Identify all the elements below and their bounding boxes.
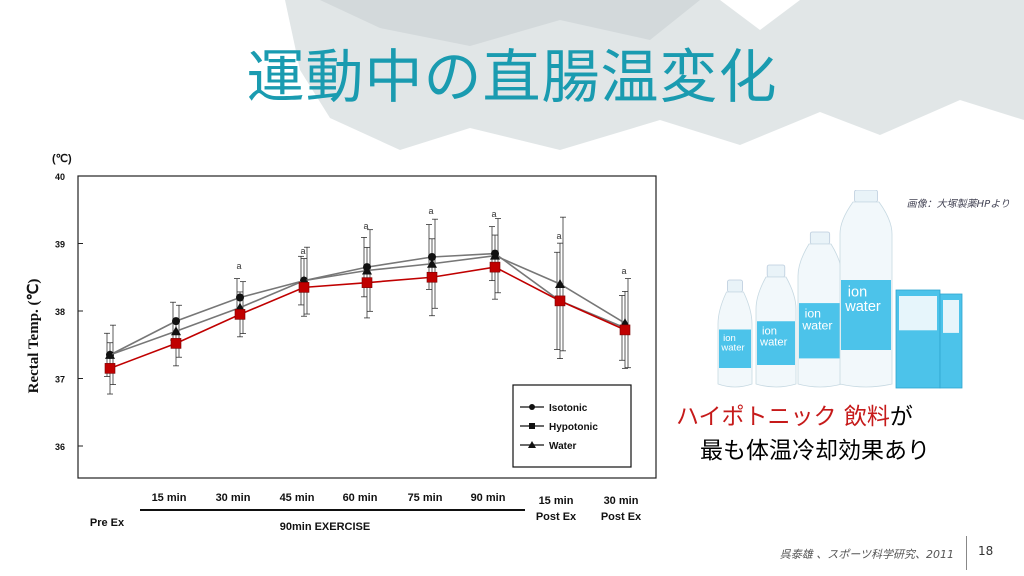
- x-tick-label: 30 min: [604, 495, 639, 507]
- point-water: [362, 265, 372, 275]
- image-credit: 画像：大塚製薬HPより: [906, 199, 1010, 210]
- rectal-temp-chart: (℃) 40 39 38 37 36 Rectal Temp. (℃) Pre Ex 15 mi…: [26, 153, 657, 533]
- point-water: [171, 326, 181, 336]
- y-tick-label: 40: [55, 172, 65, 182]
- x-tick-label: 45 min: [280, 492, 315, 504]
- point-hypotonic: [619, 324, 631, 336]
- x-tick-label: 75 min: [408, 492, 443, 504]
- plot-frame: [77, 175, 657, 479]
- significance-label: a: [300, 246, 305, 256]
- x-tick-label: 15 min: [539, 495, 574, 507]
- point-isotonic: [172, 317, 180, 326]
- significance-label: a: [236, 261, 241, 271]
- bottle-text: water: [844, 299, 881, 315]
- x-group-label: 90min EXERCISE: [280, 521, 370, 533]
- chart-legend: Isotonic Hypotonic Water: [512, 384, 632, 468]
- point-hypotonic: [489, 261, 501, 273]
- product-photo: ion water ion water ion water ion water: [700, 189, 970, 390]
- y-tick-label: 37: [55, 375, 65, 385]
- bottle-label: [757, 321, 795, 365]
- point-hypotonic: [426, 271, 438, 283]
- pack-window: [943, 300, 959, 333]
- significance-label: a: [428, 206, 433, 216]
- bottle-label: [719, 329, 751, 368]
- caption-suffix: が: [889, 404, 913, 430]
- y-tick-label: 39: [55, 240, 65, 250]
- point-hypotonic: [104, 363, 116, 374]
- bottle-text: ion: [762, 325, 777, 337]
- point-hypotonic: [298, 282, 310, 293]
- x-tick-label: Pre Ex: [90, 517, 125, 529]
- y-tick-label: 38: [55, 307, 65, 317]
- bottle-text: ion: [723, 333, 736, 344]
- bottle-cap: [809, 231, 831, 245]
- bottle-text: ion: [805, 306, 822, 320]
- bottle-cap: [766, 264, 786, 278]
- y-unit-label: (℃): [52, 153, 72, 165]
- legend-label: Hypotonic: [549, 422, 598, 433]
- bottle-text: ion: [848, 285, 867, 301]
- bottle-text: water: [720, 343, 745, 354]
- point-hypotonic: [234, 309, 246, 320]
- bottle-cap: [854, 189, 878, 203]
- significance-label: a: [363, 221, 368, 231]
- legend-marker: [528, 441, 536, 448]
- legend-marker: [529, 404, 535, 410]
- y-axis-label: Rectal Temp. (℃): [26, 279, 42, 394]
- legend-label: Isotonic: [549, 403, 588, 414]
- point-hypotonic: [554, 295, 566, 307]
- powder-pack: [939, 293, 963, 389]
- x-tick-label: 60 min: [343, 492, 378, 504]
- bottle-text: water: [759, 337, 788, 349]
- slide-caption: ハイポトニック 飲料が 最も体温冷却効果あり: [676, 400, 930, 468]
- point-isotonic: [428, 253, 436, 261]
- point-water: [555, 279, 565, 288]
- powder-pack: [895, 289, 941, 389]
- page-number: 18: [978, 544, 994, 558]
- point-water: [427, 258, 437, 268]
- point-water: [105, 349, 115, 359]
- x-tick-label: 30 min: [216, 492, 251, 504]
- citation: 呉泰雄 、スポーツ科学研究、2011: [779, 548, 954, 561]
- significance-label: a: [621, 266, 626, 276]
- point-water: [490, 250, 500, 260]
- slide-title: 運動中の直腸温変化: [246, 43, 778, 111]
- x-tick-label: Post Ex: [601, 511, 642, 523]
- point-hypotonic: [361, 277, 373, 288]
- bottle-label: [799, 303, 841, 359]
- x-tick-label: 15 min: [152, 492, 187, 504]
- pack-window: [899, 296, 937, 331]
- bottle-cap: [727, 279, 743, 293]
- footer-divider: [966, 536, 967, 570]
- bottle-label: [841, 280, 891, 350]
- x-tick-label: Post Ex: [536, 511, 577, 523]
- point-hypotonic: [170, 338, 182, 349]
- caption-highlight: ハイポトニック 飲料: [676, 404, 890, 430]
- y-tick-label: 36: [55, 442, 65, 452]
- legend-marker: [529, 423, 535, 429]
- significance-label: a: [556, 231, 561, 241]
- significance-label: a: [491, 209, 496, 219]
- legend-label: Water: [549, 441, 577, 452]
- caption-line2: 最も体温冷却効果あり: [700, 438, 930, 464]
- x-tick-label: 90 min: [471, 492, 506, 504]
- point-isotonic: [236, 293, 244, 302]
- bottle-text: water: [801, 319, 832, 333]
